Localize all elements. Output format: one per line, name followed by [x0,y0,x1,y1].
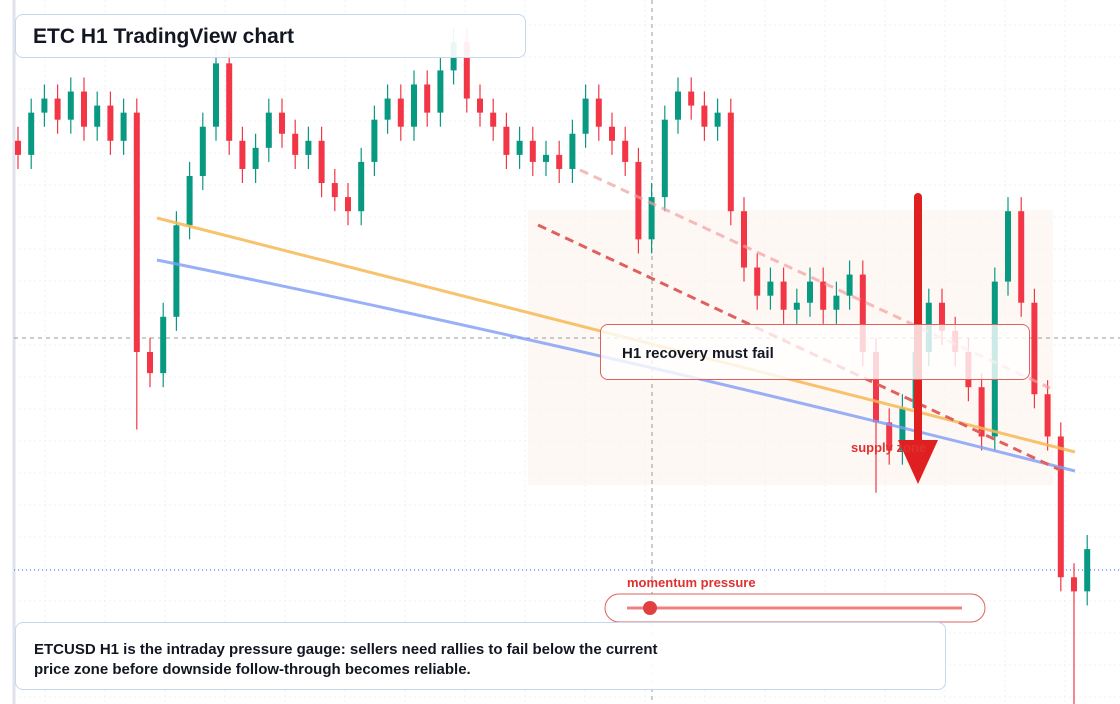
candles [15,28,1091,704]
candle-body [978,387,985,437]
candle-body [133,112,140,352]
candle-body [661,119,668,198]
candle-body [939,302,945,331]
candle-body [397,98,404,127]
candle-body [279,112,285,134]
chart-title: ETC H1 TradingView chart [15,14,526,58]
candle-body [1084,549,1091,592]
candle-body [846,274,853,296]
candle-body [28,112,35,155]
candle-body [1005,211,1011,282]
resistance-faint [579,168,1051,390]
candle-body [199,126,206,176]
candle-body [595,98,602,127]
gauge-label: momentum pressure [627,575,756,590]
candle-body [41,98,48,113]
candle-body [516,140,523,155]
candle-body [292,133,299,155]
candle-body [226,63,233,141]
candle-body [767,281,774,296]
candle-body [1031,302,1038,395]
candle-body [754,267,761,296]
candle-body [424,84,431,113]
candle-body [1057,436,1064,578]
candle-body [490,112,497,127]
candle-body [147,352,153,374]
annotation: H1 recovery must fail [600,324,1030,380]
candle-body [81,91,87,127]
zone-label: supply zone [851,440,926,455]
candle-body [714,112,721,127]
candle-body [886,422,893,451]
candle-body [477,98,483,113]
candle-body [160,316,167,374]
candle-body [252,147,259,169]
candle-body [741,211,747,268]
candle-body [1018,211,1025,303]
candle-body [582,98,589,134]
candle-body [503,126,510,155]
candle-body [648,197,655,240]
candle-body [305,140,312,155]
candle-body [265,112,272,148]
candle-body [833,295,840,310]
candle-body [609,126,615,141]
candle-body [213,63,219,127]
candle-body [793,302,800,310]
candle-body [107,105,114,141]
candle-body [331,183,338,198]
candle-body [186,176,193,226]
candle-body [899,408,906,451]
candle-body [173,225,180,317]
candle-body [529,140,536,162]
candle-body [411,84,417,127]
gauge-knob [643,601,657,615]
caption: ETCUSD H1 is the intraday pressure gauge… [15,622,946,690]
candle-body [556,154,563,169]
candle-body [358,161,365,212]
candle-body [622,140,629,162]
candle-body [543,154,549,162]
candle-body [15,140,21,155]
candle-body [820,281,827,310]
candle-body [463,42,470,99]
candle-body [807,281,813,303]
candle-body [780,281,787,310]
candle-body [701,105,708,127]
candle-body [1044,394,1051,437]
candle-body [318,140,325,184]
arrow-head [898,440,938,484]
candle-body [345,197,351,212]
candle-body [94,105,101,127]
candle-body [1071,577,1077,592]
candle-body [120,112,127,141]
candle-body [688,91,695,106]
candle-body [859,274,866,352]
candle-body [635,161,642,240]
candle-body [54,98,61,120]
candle-body [67,91,74,120]
candle-body [384,98,391,120]
candle-body [239,140,246,169]
candle-body [437,70,444,113]
candle-body [675,91,681,120]
candle-body [873,352,879,423]
candle-body [569,133,576,169]
candle-body [727,112,734,212]
candle-body [371,119,378,162]
